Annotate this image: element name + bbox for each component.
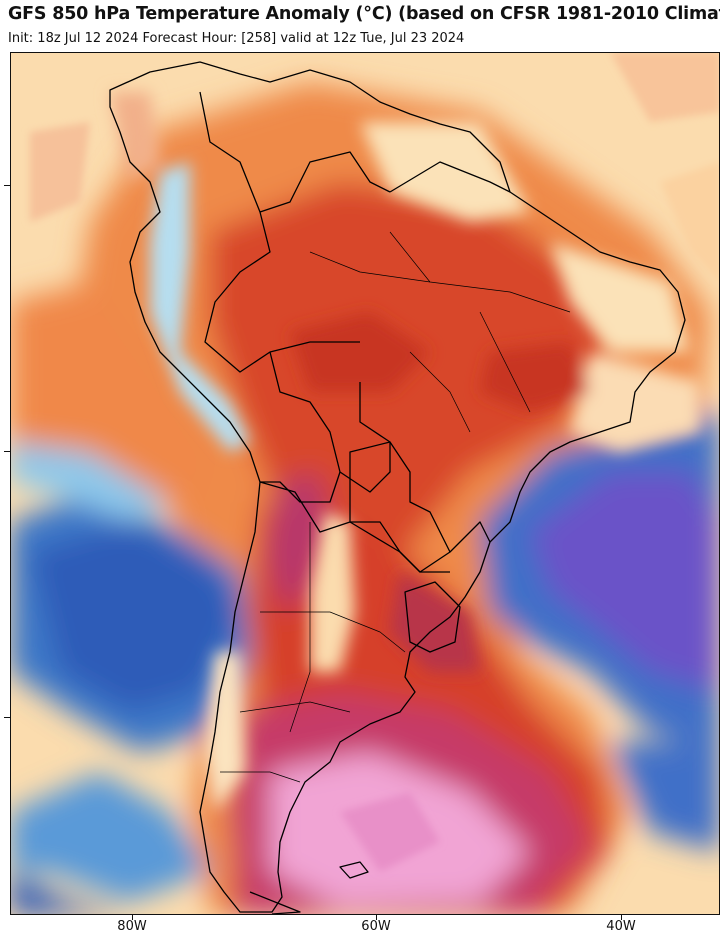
lat-tick xyxy=(4,185,10,186)
lon-tick xyxy=(621,915,622,920)
lat-tick xyxy=(4,717,10,718)
lat-tick xyxy=(4,451,10,452)
country-borders xyxy=(109,61,686,915)
map-canvas xyxy=(10,52,720,915)
anomaly-field-smooth xyxy=(10,82,720,915)
lon-label-60w: 60W xyxy=(361,919,391,934)
lon-tick xyxy=(132,915,133,920)
anomaly-field-fine xyxy=(30,52,720,872)
lon-label-80w: 80W xyxy=(117,919,147,934)
map-subtitle: Init: 18z Jul 12 2024 Forecast Hour: [25… xyxy=(8,31,465,46)
anomaly-map xyxy=(10,52,720,915)
lon-label-40w: 40W xyxy=(606,919,636,934)
lon-tick xyxy=(376,915,377,920)
map-title: GFS 850 hPa Temperature Anomaly (°C) (ba… xyxy=(8,4,720,24)
anomaly-field-detail xyxy=(110,92,700,812)
